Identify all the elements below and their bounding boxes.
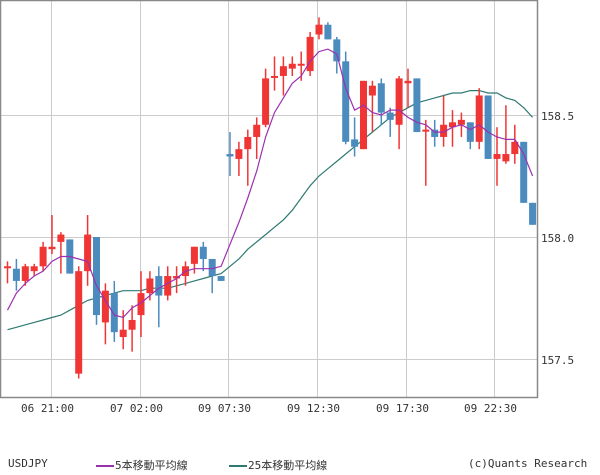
candle <box>422 119 430 186</box>
x-tick-label: 09 17:30 <box>376 402 429 415</box>
candle <box>529 202 537 225</box>
candle <box>306 32 314 76</box>
y-tick-label: 158.5 <box>541 110 574 123</box>
candles <box>4 17 537 379</box>
candle <box>128 305 136 352</box>
ma25-legend-label: 25本移動平均線 <box>248 459 328 472</box>
candle <box>199 241 207 272</box>
candle <box>511 124 519 164</box>
candle <box>75 266 83 379</box>
candle <box>520 141 528 203</box>
candle <box>226 132 234 176</box>
candle <box>235 141 243 176</box>
candle <box>351 117 359 157</box>
candle <box>21 263 29 286</box>
ma5-legend-swatch <box>96 465 114 467</box>
y-axis-ticks: 157.5 158.0 158.5 <box>541 110 574 367</box>
candle <box>431 119 439 147</box>
candle <box>377 78 385 125</box>
symbol-label: USDJPY <box>8 457 48 470</box>
candle <box>48 215 56 255</box>
x-axis-ticks: 06 21:00 07 02:00 09 07:30 09 12:30 09 17:30… <box>21 402 517 415</box>
candle <box>110 280 118 342</box>
y-tick-label: 158.0 <box>541 232 574 245</box>
candle <box>119 310 127 350</box>
y-tick-label: 157.5 <box>541 354 574 367</box>
candle <box>137 271 145 338</box>
candle <box>502 105 510 164</box>
candle <box>57 232 65 274</box>
candle <box>386 107 394 137</box>
candle <box>315 17 323 40</box>
candle <box>440 95 448 147</box>
candle <box>368 80 376 133</box>
candle <box>475 88 483 150</box>
copyright-credit: (c)Quants Research <box>468 457 588 470</box>
ma25-legend-swatch <box>229 465 247 467</box>
candle <box>101 283 109 345</box>
candle <box>93 237 100 325</box>
candle <box>84 215 92 286</box>
legend-ma5: 5本移動平均線 <box>96 457 188 473</box>
candle <box>279 56 287 96</box>
candle <box>262 68 270 128</box>
x-tick-label: 09 07:30 <box>198 402 251 415</box>
candle <box>413 78 421 133</box>
candle <box>395 75 403 150</box>
candle <box>484 95 492 159</box>
candle <box>271 56 278 91</box>
candle <box>155 266 163 328</box>
candlestick-chart: 157.5 158.0 158.5 06 21:00 07 02:00 09 07:30… <box>0 0 574 415</box>
x-tick-label: 07 02:00 <box>110 402 163 415</box>
candle <box>466 122 474 150</box>
candle <box>404 68 412 108</box>
ma5-line <box>6 48 534 319</box>
candle <box>360 80 367 150</box>
candle <box>324 22 332 40</box>
x-tick-label: 09 22:30 <box>464 402 517 415</box>
candle <box>217 276 225 281</box>
x-tick-label: 09 12:30 <box>287 402 340 415</box>
candle <box>4 261 11 284</box>
candle <box>39 241 47 272</box>
candle <box>208 258 216 294</box>
legend-ma25: 25本移動平均線 <box>229 457 327 473</box>
candle <box>342 51 350 145</box>
plot-frame <box>0 0 539 399</box>
candle <box>12 258 20 291</box>
candle <box>30 263 38 277</box>
candle <box>244 129 252 186</box>
candle <box>173 266 181 294</box>
candle <box>253 117 261 159</box>
candle <box>449 110 456 147</box>
x-tick-label: 06 21:00 <box>21 402 74 415</box>
ma5-legend-label: 5本移動平均線 <box>115 459 188 472</box>
candle <box>288 56 296 76</box>
